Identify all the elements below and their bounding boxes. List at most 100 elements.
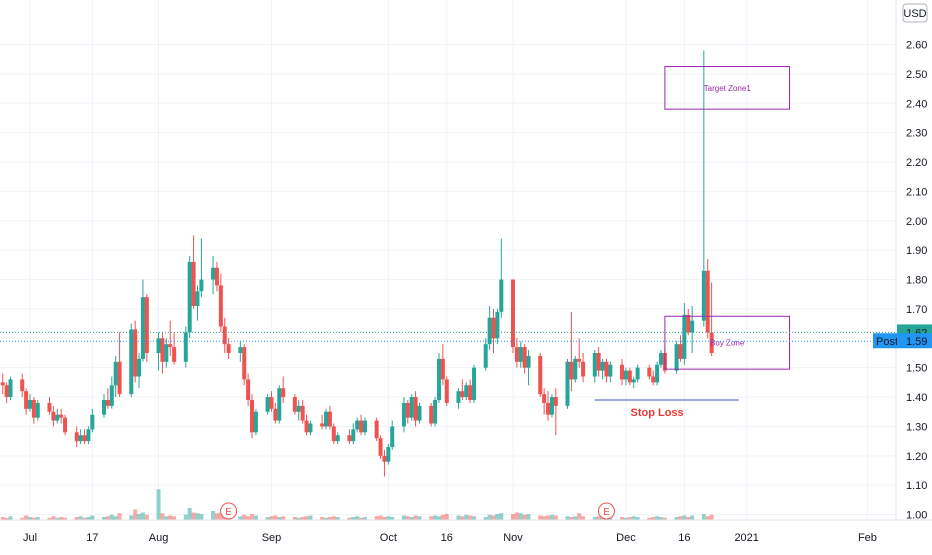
candle-body bbox=[686, 314, 691, 333]
volume-bar bbox=[195, 513, 200, 520]
volume-bar bbox=[378, 515, 383, 520]
candle-body bbox=[281, 388, 286, 398]
volume-bar bbox=[510, 514, 515, 520]
volume-bar bbox=[409, 517, 414, 520]
candle-body bbox=[218, 285, 223, 327]
time-axis[interactable]: Jul 17 Aug Sep Oct 16 Nov Dec 16 2021 Feb bbox=[0, 519, 932, 550]
volume-bar bbox=[546, 515, 551, 520]
post-price-label: 1.59 bbox=[906, 336, 927, 348]
post-price-tag bbox=[897, 333, 932, 349]
annotation-layer[interactable]: Target Zone1 Buy Zone Stop Loss bbox=[594, 66, 791, 419]
candle-body bbox=[655, 364, 660, 383]
candle-body bbox=[347, 435, 352, 442]
candle-body bbox=[483, 344, 488, 368]
volume-bar bbox=[499, 513, 504, 520]
time-tick-label: Sep bbox=[262, 532, 282, 544]
volume-bar bbox=[191, 512, 196, 520]
volume-bars bbox=[0, 489, 714, 520]
volume-bar bbox=[327, 517, 332, 520]
volume-bar bbox=[292, 517, 297, 520]
volume-bar bbox=[320, 517, 325, 520]
candle-body bbox=[386, 447, 391, 462]
candle-body bbox=[8, 379, 13, 398]
volume-bar bbox=[59, 517, 64, 520]
candle-body bbox=[510, 279, 515, 348]
volume-bar bbox=[24, 515, 29, 520]
volume-bar bbox=[74, 517, 79, 520]
candle-body bbox=[658, 352, 663, 365]
volume-bar bbox=[86, 517, 91, 520]
volume-bar bbox=[686, 517, 691, 520]
volume-bar bbox=[647, 517, 652, 520]
candle-body bbox=[265, 397, 270, 412]
volume-bar bbox=[413, 515, 418, 520]
candle-body bbox=[191, 261, 196, 306]
candle-body bbox=[187, 261, 192, 333]
candle-body bbox=[549, 397, 554, 415]
volume-bar bbox=[444, 514, 449, 520]
volume-bar bbox=[265, 517, 270, 520]
price-lines bbox=[0, 331, 896, 342]
volume-bar bbox=[0, 517, 5, 520]
candle-body bbox=[308, 423, 313, 433]
candle-body bbox=[592, 352, 597, 377]
buy-zone-box[interactable] bbox=[664, 315, 791, 370]
volume-bar bbox=[133, 509, 138, 520]
candle-body bbox=[514, 347, 519, 362]
price-tick-label: 1.50 bbox=[906, 363, 927, 375]
volume-bar bbox=[269, 516, 274, 520]
volume-bar bbox=[464, 514, 469, 520]
volume-bar bbox=[187, 508, 192, 520]
candle-body bbox=[401, 402, 406, 427]
time-tick-label: Aug bbox=[149, 532, 169, 544]
candle-body bbox=[211, 267, 216, 280]
volume-bar bbox=[417, 516, 422, 520]
candle-body bbox=[362, 420, 367, 433]
candle-body bbox=[433, 399, 438, 424]
volume-bar bbox=[250, 514, 255, 520]
candle-body bbox=[304, 420, 309, 433]
earnings-marker[interactable] bbox=[220, 502, 238, 520]
price-axis[interactable]: USD bbox=[895, 0, 932, 550]
price-tick-label: 1.80 bbox=[906, 275, 927, 287]
volume-bar bbox=[156, 489, 161, 520]
candle-body bbox=[320, 423, 325, 427]
volume-bar bbox=[238, 516, 243, 520]
volume-bar bbox=[433, 515, 438, 520]
candle-body bbox=[59, 414, 64, 418]
volume-bar bbox=[390, 517, 395, 520]
candle-body bbox=[102, 399, 107, 415]
candle-body bbox=[413, 397, 418, 421]
candle-body bbox=[499, 279, 504, 312]
volume-bar bbox=[82, 517, 87, 520]
volume-bar bbox=[35, 517, 40, 520]
volume-bar bbox=[273, 515, 278, 520]
currency-button[interactable] bbox=[902, 3, 928, 23]
volume-bar bbox=[102, 517, 107, 520]
candle-body bbox=[409, 397, 414, 418]
candle-body bbox=[436, 358, 441, 400]
target-zone-box[interactable] bbox=[664, 66, 791, 110]
volume-bar bbox=[627, 517, 632, 520]
price-tick-label: 1.90 bbox=[906, 245, 927, 257]
candle-body bbox=[20, 379, 25, 392]
candle-body bbox=[4, 385, 9, 398]
earnings-marker[interactable] bbox=[597, 502, 615, 520]
volume-bar bbox=[456, 515, 461, 520]
candle-body bbox=[577, 358, 582, 362]
volume-bar bbox=[538, 515, 543, 520]
candle-body bbox=[542, 394, 547, 403]
candle-body bbox=[214, 267, 219, 286]
candle-body bbox=[518, 347, 523, 362]
candle-body bbox=[440, 358, 445, 380]
volume-bar bbox=[429, 516, 434, 520]
candle-body bbox=[300, 405, 305, 421]
candle-body bbox=[351, 429, 356, 442]
price-tick-label: 2.50 bbox=[906, 69, 927, 81]
candle-body bbox=[390, 426, 395, 448]
candle-body bbox=[468, 385, 473, 400]
volume-bar bbox=[386, 516, 391, 520]
